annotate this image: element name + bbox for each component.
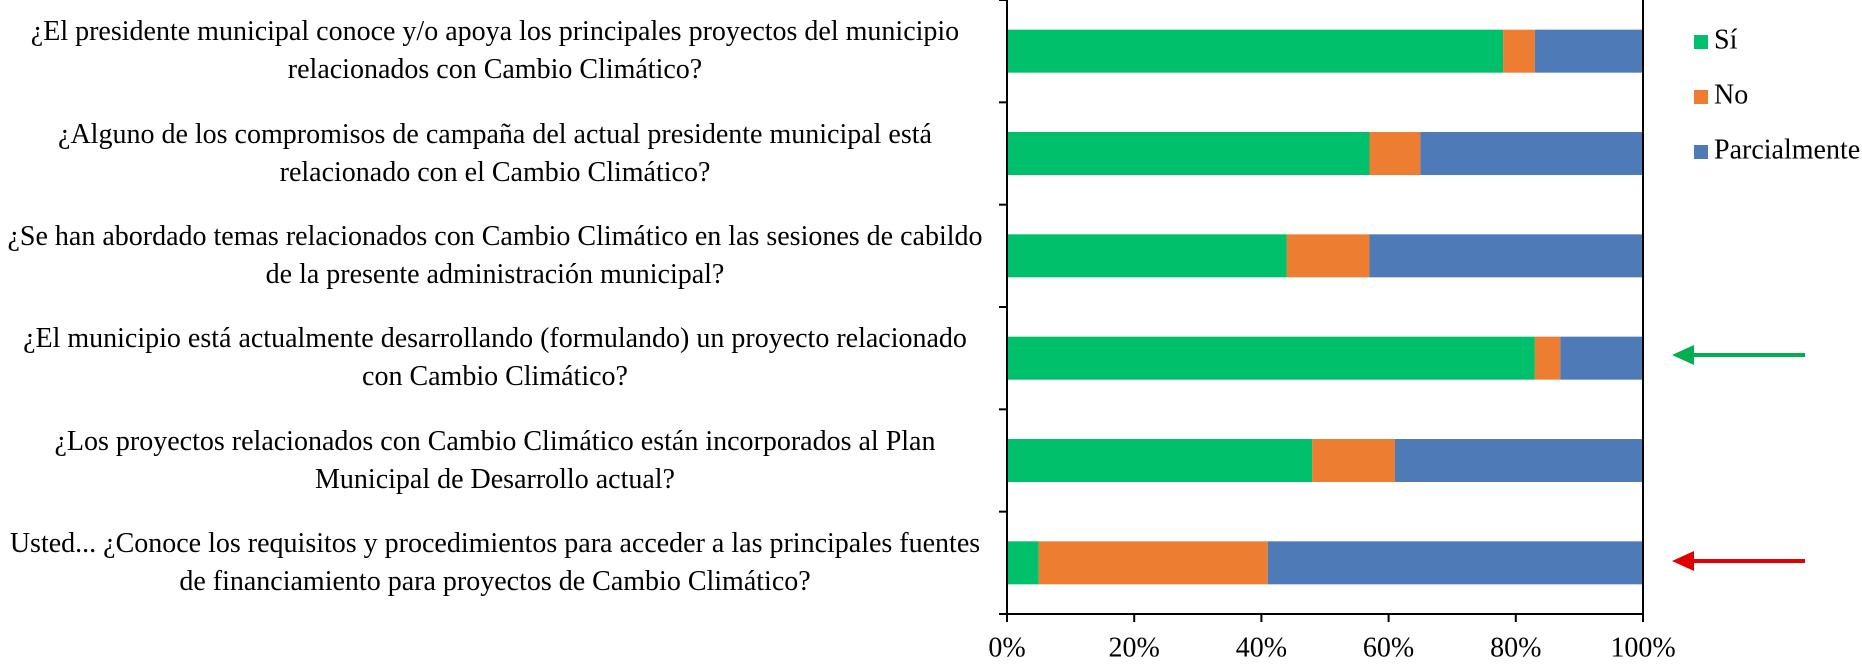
bar-segment [1267,541,1643,585]
bar-segment [1007,234,1287,278]
x-tick-label: 80% [1490,632,1541,663]
bar-segment [1007,439,1313,482]
bar-segment [1394,439,1643,482]
legend-swatch [1694,90,1708,104]
bar-segment [1007,132,1370,175]
bar-segment [1369,234,1643,278]
legend-swatch [1694,145,1708,159]
x-tick-label: 20% [1109,632,1160,663]
green-arrow [1672,345,1805,365]
bar-segment [1007,29,1504,73]
legend-label: Sí [1714,24,1738,55]
legend-swatch [1694,35,1708,49]
legend-label: No [1714,79,1748,110]
legend-label: Parcialmente [1714,134,1860,165]
category-label: ¿Alguno de los compromisos de campaña de… [58,118,932,188]
bar-segment [1369,132,1421,175]
bar-segment [1534,29,1643,73]
bar-segment [1286,234,1370,278]
bar-segment [1503,29,1535,73]
category-label: Usted... ¿Conoce los requisitos y proced… [9,527,981,597]
bar-segment [1007,336,1535,380]
x-tick-label: 60% [1363,632,1414,663]
category-label: ¿El municipio está actualmente desarroll… [23,323,967,393]
x-tick-label: 40% [1236,632,1287,663]
bar-segment [1420,132,1643,175]
bar-segment [1007,541,1039,585]
bar-segment [1038,541,1268,585]
bar-segment [1560,336,1643,380]
red-arrow [1672,551,1805,571]
x-tick-label: 100% [1610,632,1675,663]
bar-segment [1312,439,1395,482]
category-label: ¿Los proyectos relacionados con Cambio C… [54,425,936,495]
bar-segment [1534,336,1561,380]
category-label: ¿El presidente municipal conoce y/o apoy… [30,16,960,86]
category-label: ¿Se han abordado temas relacionados con … [7,220,983,290]
x-tick-label: 0% [988,632,1025,663]
